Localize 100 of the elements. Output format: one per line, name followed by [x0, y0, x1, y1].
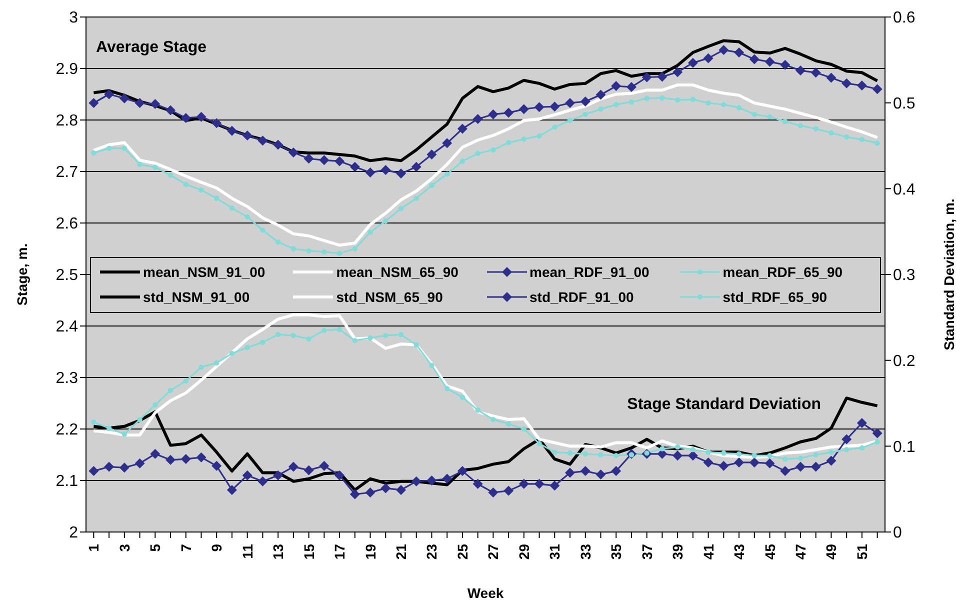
y-tick-label: 2.6	[56, 216, 78, 233]
point	[580, 96, 590, 106]
point	[521, 426, 527, 432]
point	[828, 450, 834, 455]
point	[780, 466, 790, 476]
point	[721, 450, 726, 456]
point	[288, 147, 298, 158]
point	[137, 162, 142, 167]
x-tick-label: 23	[424, 544, 440, 560]
point	[504, 108, 514, 118]
point	[567, 450, 573, 456]
point	[180, 112, 191, 123]
point	[488, 488, 498, 498]
point	[611, 466, 622, 476]
point	[166, 454, 176, 465]
point	[119, 462, 130, 473]
point	[414, 342, 419, 348]
point	[582, 112, 588, 117]
point	[644, 96, 650, 101]
point	[472, 478, 483, 489]
point	[703, 53, 714, 64]
point	[614, 453, 619, 458]
point	[229, 350, 235, 356]
point	[396, 168, 406, 179]
point	[752, 453, 757, 458]
point	[426, 150, 437, 160]
x-tick-label: 37	[638, 544, 655, 560]
point	[198, 364, 204, 370]
point	[688, 450, 698, 461]
legend-label: std_NSM_91_00	[143, 289, 250, 305]
x-tick-label: 5	[147, 544, 164, 552]
point	[88, 98, 99, 108]
point	[596, 469, 606, 480]
point	[718, 460, 729, 471]
point	[334, 156, 345, 166]
point	[767, 114, 772, 120]
point	[490, 416, 496, 422]
point	[198, 187, 204, 193]
point	[242, 470, 252, 480]
x-tick-label: 29	[516, 544, 532, 560]
point	[242, 130, 252, 140]
point	[166, 105, 176, 116]
x-tick-label: 25	[454, 544, 470, 560]
point	[828, 130, 834, 136]
x-tick-label: 13	[270, 544, 286, 560]
y2-axis-title: Standard Deviation, m.	[940, 198, 957, 350]
point	[795, 462, 806, 472]
point	[196, 452, 206, 462]
point	[150, 99, 160, 110]
point	[396, 484, 406, 495]
point	[536, 440, 542, 446]
y-tick-label: 2	[69, 524, 78, 542]
y-tick-label: 2.9	[56, 61, 78, 78]
point	[874, 140, 880, 146]
x-tick-label: 49	[823, 544, 840, 560]
point	[304, 465, 314, 476]
point	[244, 344, 250, 350]
point	[306, 248, 312, 254]
point	[460, 394, 466, 400]
x-tick-label: 1	[86, 544, 102, 552]
point	[183, 182, 188, 187]
x-tick-label: 41	[700, 544, 716, 560]
x-tick-label: 47	[792, 544, 808, 560]
x-axis-title: Week	[467, 585, 504, 601]
point	[104, 89, 114, 100]
y2-tick-label: 0.1	[893, 438, 916, 456]
point	[258, 476, 268, 486]
point	[672, 67, 683, 78]
point	[782, 456, 788, 462]
y2-tick-label: 0.2	[893, 353, 916, 370]
point	[134, 458, 145, 468]
point	[856, 80, 867, 90]
point	[736, 105, 742, 110]
y-tick-label: 2.7	[56, 164, 78, 182]
point	[273, 140, 284, 150]
point	[764, 56, 775, 67]
point	[798, 123, 804, 128]
point	[767, 453, 772, 458]
point	[411, 476, 422, 486]
point	[521, 136, 527, 142]
point	[582, 451, 588, 456]
x-tick-label: 17	[332, 544, 348, 560]
point	[319, 155, 330, 166]
point	[672, 450, 683, 461]
point	[844, 134, 850, 140]
point	[275, 332, 281, 338]
point	[475, 150, 480, 156]
legend-label: mean_NSM_65_90	[336, 264, 458, 280]
point	[565, 98, 576, 108]
point	[429, 182, 434, 188]
point	[780, 60, 790, 70]
legend-label: mean_RDF_91_00	[530, 264, 650, 280]
x-tick-label: 11	[239, 544, 256, 559]
point	[457, 124, 468, 134]
point	[273, 470, 284, 480]
point	[334, 470, 345, 480]
point	[690, 447, 696, 452]
point	[506, 421, 512, 426]
point	[226, 484, 237, 495]
point	[703, 457, 714, 468]
